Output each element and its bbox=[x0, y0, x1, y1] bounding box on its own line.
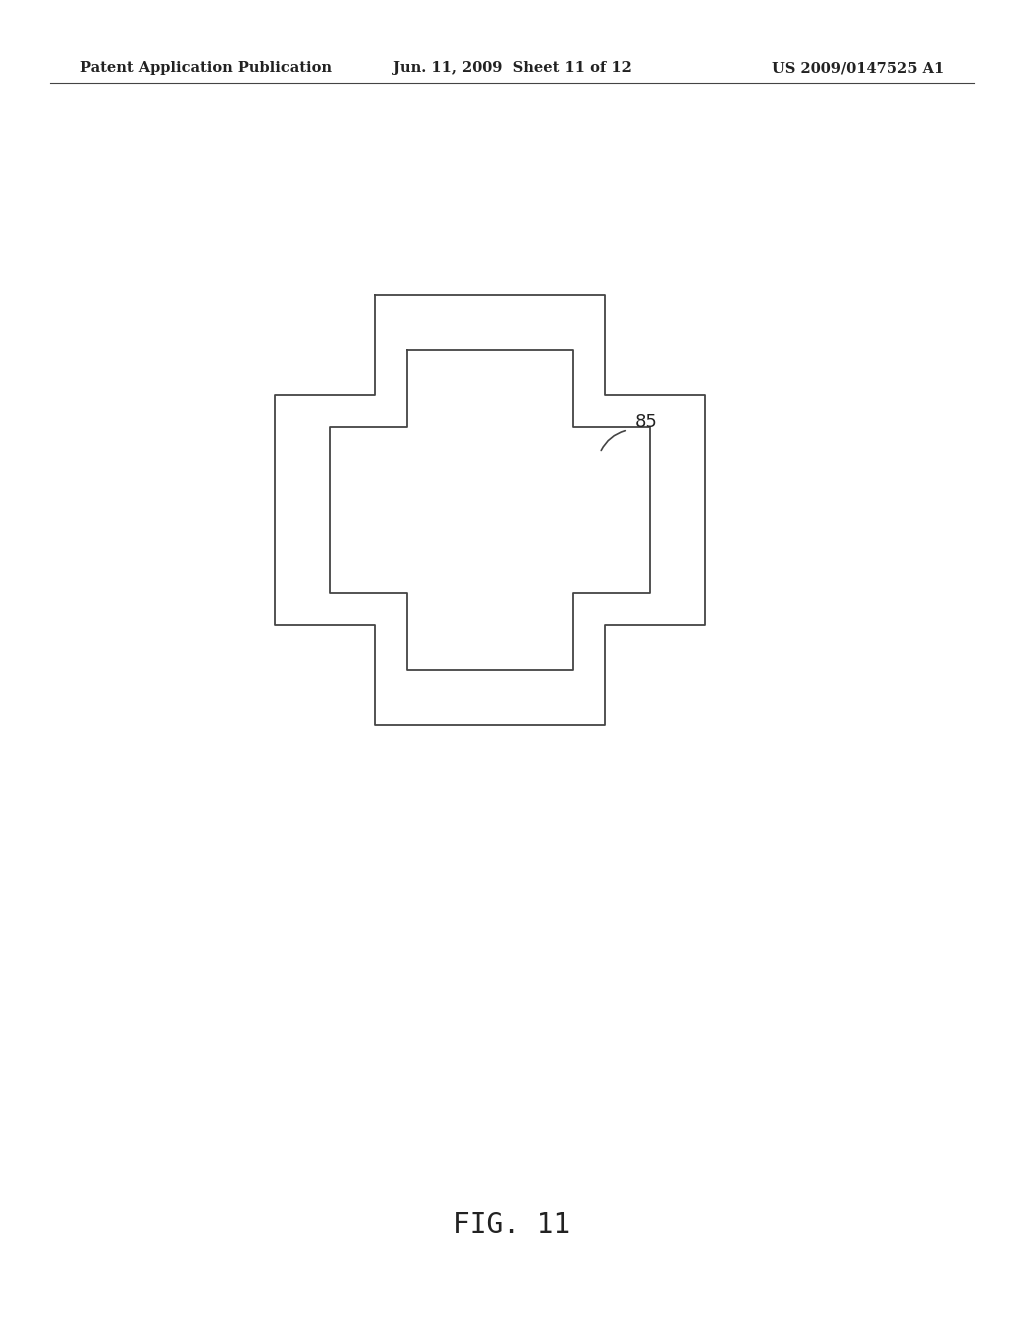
Text: US 2009/0147525 A1: US 2009/0147525 A1 bbox=[772, 61, 944, 75]
Text: 85: 85 bbox=[635, 413, 657, 432]
Text: FIG. 11: FIG. 11 bbox=[454, 1210, 570, 1239]
Text: Jun. 11, 2009  Sheet 11 of 12: Jun. 11, 2009 Sheet 11 of 12 bbox=[392, 61, 632, 75]
Text: Patent Application Publication: Patent Application Publication bbox=[80, 61, 332, 75]
